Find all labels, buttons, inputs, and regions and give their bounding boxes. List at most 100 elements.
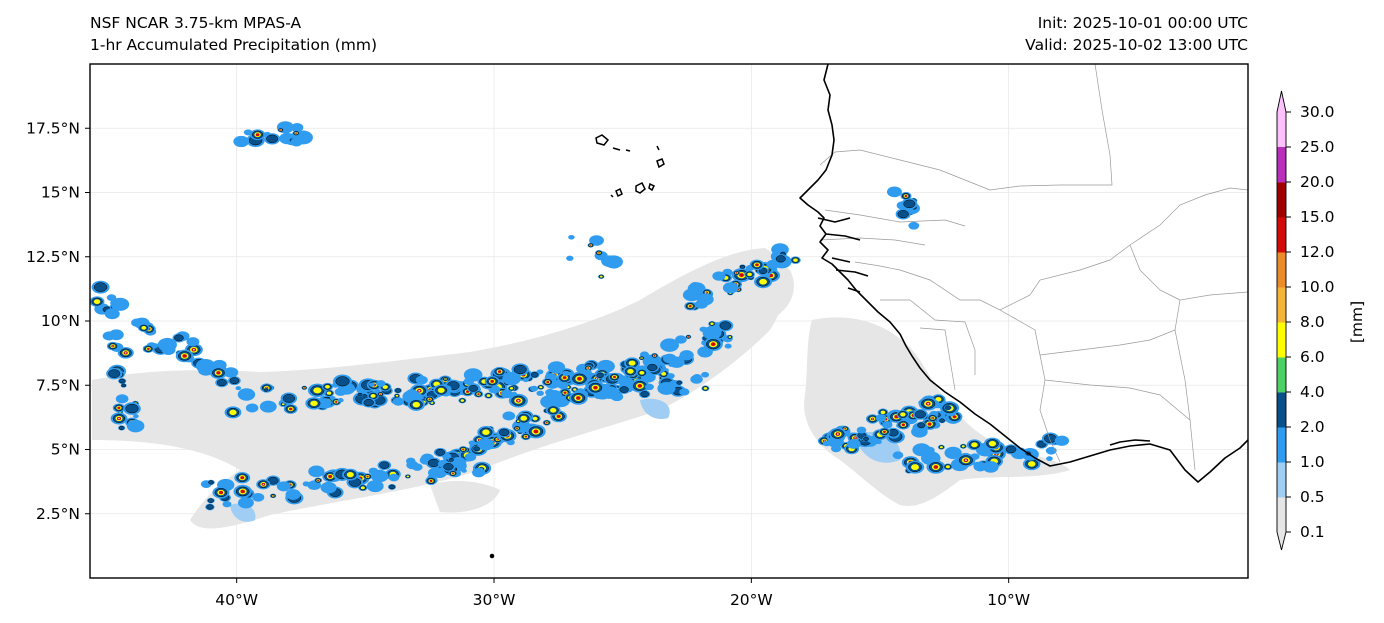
colorbar-tick-label: 6.0 [1300,348,1325,366]
precip-cell [256,479,271,490]
precip-cell [657,381,676,395]
precip-cell [110,412,128,425]
precip-cell [206,497,215,504]
precip-cell [744,270,755,279]
precip-cell [314,477,323,484]
colorbar-segment [1277,462,1286,498]
precip-cell [308,465,325,478]
precip-cell [507,385,516,391]
precip-cell [908,221,920,230]
precip-cell [703,337,723,352]
precip-cell [537,384,545,390]
colorbar-segment [1277,252,1286,288]
init-time: Init: 2025-10-01 00:00 UTC [1037,14,1248,32]
precip-cell [458,397,467,404]
precip-cell [425,457,442,469]
precip-cell [175,349,194,363]
precip-cell [433,447,447,457]
precip-cell [726,334,733,340]
colorbar-tick-label: 0.5 [1300,488,1325,506]
precip-cell [878,427,891,436]
precip-cell [468,440,476,446]
precip-cell [366,480,384,493]
precip-cell [901,198,918,210]
precip-cell [547,361,566,374]
precip-cell [106,341,119,351]
precip-cell [458,446,468,453]
precip-cell [542,377,554,387]
precip-cell [639,390,651,399]
precip-cell [472,445,481,452]
precip-cell [172,333,186,343]
precip-cell [427,467,442,478]
precip-cell [195,359,216,373]
precip-cell [492,366,507,377]
precip-cell [875,414,887,422]
precip-cell [617,385,631,394]
precip-cell [511,363,529,376]
precip-cell [926,460,946,474]
colorbar-tick-label: 8.0 [1300,313,1325,331]
precip-cell [280,392,298,405]
precip-cell [342,468,359,481]
precip-cell [361,397,376,408]
precip-cell [376,380,386,387]
precip-cell [212,486,230,499]
precip-cell [526,424,546,439]
precip-cell [1041,432,1059,445]
precip-cell [90,296,105,307]
precip-cell [222,500,232,508]
precip-cell [828,427,847,441]
precip-cell [484,376,500,387]
precip-cell [305,397,323,410]
precip-cell [558,382,569,390]
precip-cell [138,323,150,332]
precip-cell [924,446,935,454]
precip-cell [245,403,259,413]
precip-cell [115,394,129,404]
precip-cell [224,406,242,419]
precip-cell [112,403,126,413]
precip-cell [120,383,127,388]
colorbar-unit-label: [mm] [1348,301,1366,343]
colorbar-tick-label: 12.0 [1300,243,1335,261]
precip-cell [263,388,269,393]
precip-cell [679,388,690,396]
precip-cell [696,293,714,306]
precip-cell [237,497,254,509]
precip-cell [161,344,176,355]
precip-cell [724,343,732,349]
precip-cell [877,408,889,417]
field-title: 1-hr Accumulated Precipitation (mm) [90,36,377,54]
precip-cell [358,484,368,492]
precip-cell [542,419,551,426]
precip-cell [536,390,544,396]
precip-cell [749,259,765,270]
precip-cell [1046,456,1053,462]
precip-cell [292,130,300,136]
precip-cells [90,121,1070,511]
precip-cell [608,372,621,382]
colorbar-tick-label: 2.0 [1300,418,1325,436]
precip-cell [388,473,400,482]
precip-cell [448,457,455,462]
precip-cell [956,453,976,467]
precip-cell [916,421,927,430]
precip-cell [529,371,540,379]
precip-cell [636,368,648,377]
precip-cell [662,353,677,364]
precip-cell [405,457,416,465]
colorbar-segment [1277,357,1286,393]
precip-cell [764,272,771,278]
precip-cell [701,385,710,392]
precip-cell [118,378,127,384]
map-plot-area [90,64,1248,578]
precip-cell [895,208,911,220]
precip-cell [846,439,861,449]
colorbar: 0.1 0.5 1.0 2.0 4.0 6.0 8.0 10.0 12.0 15.0 20.0 25.… [1276,90,1366,551]
precip-cell [587,242,595,248]
precip-cell [301,385,308,390]
precip-cell [774,254,788,264]
axis-ticks: 40°W 30°W 20°W 10°W 17.5°N 15°N 12.5°N 10°N 7.5°… [26,119,1030,609]
